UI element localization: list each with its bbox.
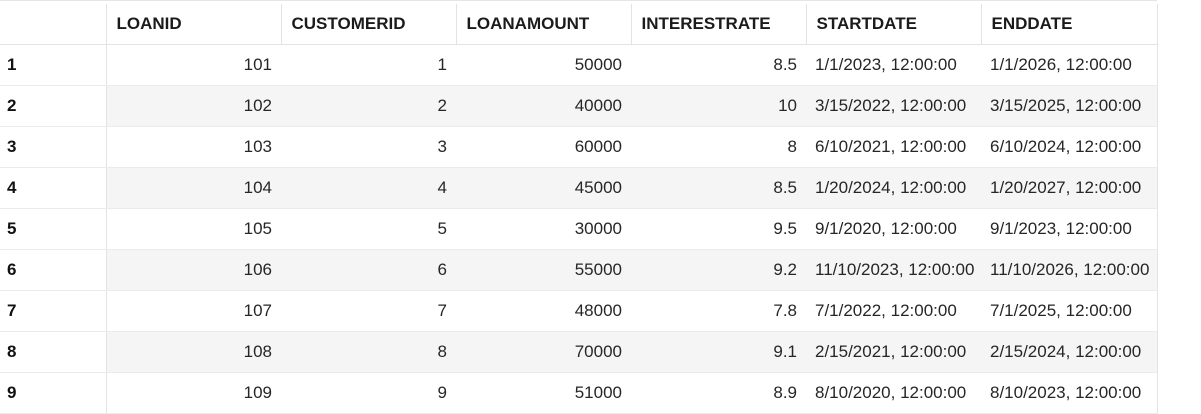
table-row[interactable]: 3 103 3 60000 8 6/10/2021, 12:00:00 6/10… [0,126,1158,168]
cell-enddate[interactable]: 8/10/2023, 12:00:00 [981,372,1158,414]
column-header-startdate[interactable]: STARTDATE [806,4,982,45]
cell-customerid[interactable]: 3 [281,126,456,168]
cell-customerid[interactable]: 9 [281,372,456,414]
cell-loanamount[interactable]: 45000 [456,167,631,209]
row-number: 5 [0,208,107,250]
cell-loanid[interactable]: 102 [106,85,281,127]
row-number-header [0,4,107,45]
cell-startdate[interactable]: 9/1/2020, 12:00:00 [806,208,981,250]
cell-loanamount[interactable]: 70000 [456,331,631,373]
cell-startdate[interactable]: 8/10/2020, 12:00:00 [806,372,981,414]
cell-customerid[interactable]: 6 [281,249,456,291]
cell-enddate[interactable]: 7/1/2025, 12:00:00 [981,290,1158,332]
table-row[interactable]: 4 104 4 45000 8.5 1/20/2024, 12:00:00 1/… [0,167,1158,209]
cell-customerid[interactable]: 8 [281,331,456,373]
row-number: 6 [0,249,107,291]
cell-loanamount[interactable]: 55000 [456,249,631,291]
cell-loanamount[interactable]: 30000 [456,208,631,250]
cell-enddate[interactable]: 9/1/2023, 12:00:00 [981,208,1158,250]
cell-interestrate[interactable]: 7.8 [631,290,806,332]
cell-loanid[interactable]: 107 [106,290,281,332]
cell-enddate[interactable]: 3/15/2025, 12:00:00 [981,85,1158,127]
table-row[interactable]: 5 105 5 30000 9.5 9/1/2020, 12:00:00 9/1… [0,208,1158,250]
cell-enddate[interactable]: 2/15/2024, 12:00:00 [981,331,1158,373]
cell-interestrate[interactable]: 9.2 [631,249,806,291]
table-row[interactable]: 6 106 6 55000 9.2 11/10/2023, 12:00:00 1… [0,249,1158,291]
cell-customerid[interactable]: 2 [281,85,456,127]
cell-loanid[interactable]: 105 [106,208,281,250]
cell-loanid[interactable]: 108 [106,331,281,373]
row-number: 9 [0,372,107,414]
cell-customerid[interactable]: 5 [281,208,456,250]
results-table: LOANID CUSTOMERID LOANAMOUNT INTERESTRAT… [0,4,1158,414]
table-row[interactable]: 1 101 1 50000 8.5 1/1/2023, 12:00:00 1/1… [0,44,1158,86]
grid-top-border [0,0,1157,5]
cell-customerid[interactable]: 1 [281,44,456,86]
cell-interestrate[interactable]: 9.1 [631,331,806,373]
cell-loanamount[interactable]: 60000 [456,126,631,168]
cell-loanid[interactable]: 104 [106,167,281,209]
cell-interestrate[interactable]: 8.9 [631,372,806,414]
cell-startdate[interactable]: 6/10/2021, 12:00:00 [806,126,981,168]
cell-loanid[interactable]: 101 [106,44,281,86]
table-row[interactable]: 7 107 7 48000 7.8 7/1/2022, 12:00:00 7/1… [0,290,1158,332]
row-number: 8 [0,331,107,373]
table-row[interactable]: 8 108 8 70000 9.1 2/15/2021, 12:00:00 2/… [0,331,1158,373]
header-row: LOANID CUSTOMERID LOANAMOUNT INTERESTRAT… [0,4,1158,45]
cell-startdate[interactable]: 1/20/2024, 12:00:00 [806,167,981,209]
column-header-enddate[interactable]: ENDDATE [981,4,1158,45]
cell-enddate[interactable]: 6/10/2024, 12:00:00 [981,126,1158,168]
cell-startdate[interactable]: 11/10/2023, 12:00:00 [806,249,981,291]
cell-loanid[interactable]: 109 [106,372,281,414]
row-number: 4 [0,167,107,209]
cell-loanid[interactable]: 106 [106,249,281,291]
cell-startdate[interactable]: 3/15/2022, 12:00:00 [806,85,981,127]
row-number: 7 [0,290,107,332]
row-number: 3 [0,126,107,168]
cell-interestrate[interactable]: 10 [631,85,806,127]
column-header-interestrate[interactable]: INTERESTRATE [631,4,807,45]
cell-enddate[interactable]: 1/20/2027, 12:00:00 [981,167,1158,209]
column-header-loanamount[interactable]: LOANAMOUNT [456,4,632,45]
cell-startdate[interactable]: 1/1/2023, 12:00:00 [806,44,981,86]
cell-enddate[interactable]: 1/1/2026, 12:00:00 [981,44,1158,86]
cell-loanamount[interactable]: 50000 [456,44,631,86]
cell-interestrate[interactable]: 8.5 [631,167,806,209]
column-header-loanid[interactable]: LOANID [106,4,282,45]
table-row[interactable]: 2 102 2 40000 10 3/15/2022, 12:00:00 3/1… [0,85,1158,127]
cell-interestrate[interactable]: 9.5 [631,208,806,250]
cell-customerid[interactable]: 4 [281,167,456,209]
cell-loanid[interactable]: 103 [106,126,281,168]
cell-loanamount[interactable]: 51000 [456,372,631,414]
cell-customerid[interactable]: 7 [281,290,456,332]
cell-enddate[interactable]: 11/10/2026, 12:00:00 [981,249,1158,291]
cell-startdate[interactable]: 7/1/2022, 12:00:00 [806,290,981,332]
row-number: 2 [0,85,107,127]
cell-interestrate[interactable]: 8 [631,126,806,168]
row-number: 1 [0,44,107,86]
cell-loanamount[interactable]: 40000 [456,85,631,127]
cell-loanamount[interactable]: 48000 [456,290,631,332]
cell-startdate[interactable]: 2/15/2021, 12:00:00 [806,331,981,373]
cell-interestrate[interactable]: 8.5 [631,44,806,86]
column-header-customerid[interactable]: CUSTOMERID [281,4,457,45]
table-row[interactable]: 9 109 9 51000 8.9 8/10/2020, 12:00:00 8/… [0,372,1158,414]
